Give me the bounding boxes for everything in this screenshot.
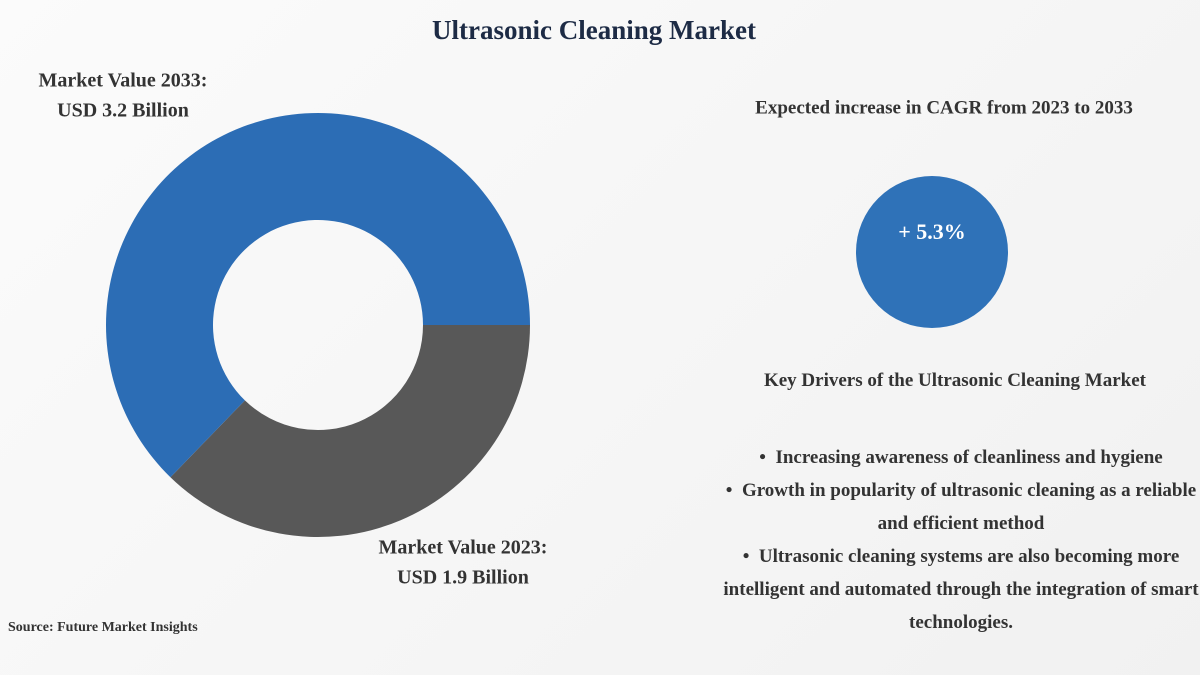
drivers-list: Increasing awareness of cleanliness and … <box>722 441 1200 639</box>
driver-item: Ultrasonic cleaning systems are also bec… <box>722 540 1200 639</box>
donut-segment <box>105 112 530 478</box>
driver-item: Increasing awareness of cleanliness and … <box>722 441 1200 474</box>
drivers-heading: Key Drivers of the Ultrasonic Cleaning M… <box>763 370 1147 391</box>
cagr-heading: Expected increase in CAGR from 2023 to 2… <box>755 97 1133 118</box>
segment-value-label: USD 1.9 Billion <box>397 567 529 589</box>
segment-value-label: USD 3.2 Billion <box>57 100 189 122</box>
title: Ultrasonic Cleaning Market <box>432 15 756 45</box>
driver-item: Growth in popularity of ultrasonic clean… <box>722 474 1200 540</box>
segment-category: Market Value 2023: <box>379 537 548 559</box>
donut-segment <box>170 325 530 537</box>
segment-category: Market Value 2033: <box>39 70 208 92</box>
cagr-value: + 5.3% <box>898 219 966 244</box>
source: Source: Future Market Insights <box>8 620 198 635</box>
cagr-circle <box>856 176 1008 328</box>
